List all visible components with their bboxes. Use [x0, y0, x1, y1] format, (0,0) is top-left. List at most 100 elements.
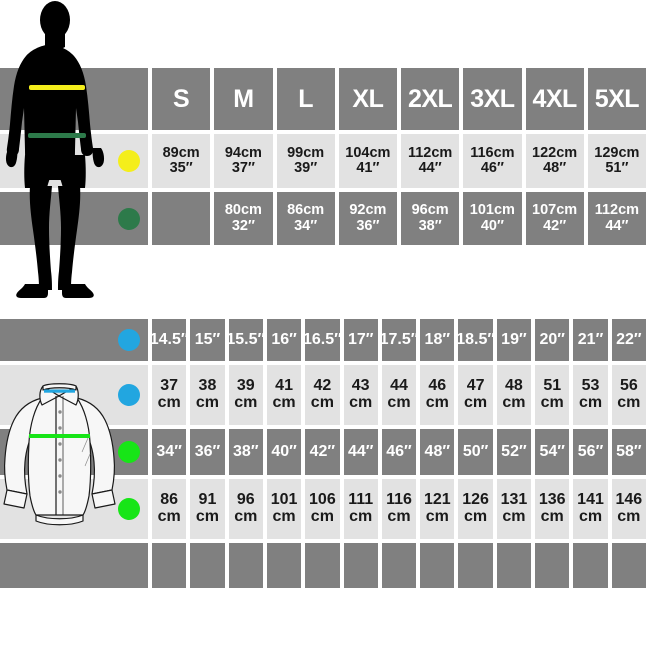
- body-size-header-4xl[interactable]: 4XL: [525, 68, 584, 130]
- shirt-cell-chest-cm-3: 101 cm: [266, 479, 302, 539]
- shirt-collar-header-4[interactable]: 16.5″: [303, 319, 342, 361]
- shirt-cell-chest-cm-6: 116 cm: [381, 479, 417, 539]
- shirt-cell-value: 56″: [577, 442, 604, 460]
- shirt-cell-unit: cm: [349, 394, 373, 411]
- shirt-cell-unit: cm: [234, 394, 258, 411]
- body-cell-chest-3: 104cm 41″: [338, 134, 397, 188]
- shirt-cell-chest-cm-12: 146 cm: [611, 479, 646, 539]
- shirt-cell-collar-cm-6: 44 cm: [381, 365, 417, 425]
- shirt-cell-unit: cm: [540, 508, 564, 525]
- green-dot: [118, 498, 140, 520]
- shirt-cell-value: 111: [348, 491, 374, 509]
- shirt-cell-value: 42″: [309, 442, 336, 460]
- shirt-cell-spacer-2: [228, 543, 263, 588]
- shirt-cell-unit: cm: [578, 394, 603, 411]
- shirt-cell-value: 56: [619, 377, 638, 395]
- illustration-band-3: [0, 479, 110, 539]
- body-cell-inch: 48″: [543, 160, 567, 176]
- shirt-collar-header-label: 17.5″: [379, 330, 419, 348]
- body-cell-inch: 35″: [169, 160, 193, 176]
- shirt-row-marker-collar-cm: [110, 365, 148, 425]
- shirt-cell-spacer-7: [420, 543, 455, 588]
- body-cell-cm: 129cm: [594, 144, 640, 161]
- shirt-cell-value: 36″: [194, 442, 221, 460]
- shirt-collar-header-6[interactable]: 17.5″: [379, 319, 419, 361]
- shirt-cell-collar-cm-12: 56 cm: [611, 365, 646, 425]
- shirt-cell-value: 121: [423, 491, 451, 509]
- shirt-cell-value: 40″: [271, 442, 297, 460]
- body-size-header-m[interactable]: M: [214, 68, 273, 130]
- shirt-collar-header-0[interactable]: 14.5″: [150, 319, 189, 361]
- shirt-cell-chest-inch-11: 56″: [573, 429, 608, 475]
- shirt-cell-value: 136: [538, 491, 566, 509]
- shirt-cell-chest-inch-3: 40″: [266, 429, 302, 475]
- shirt-collar-header-3[interactable]: 16″: [266, 319, 302, 361]
- shirt-collar-header-label: 15.5″: [226, 330, 266, 348]
- shirt-cell-unit: cm: [234, 508, 258, 525]
- body-cell-waist-5: 101cm 40″: [463, 192, 522, 245]
- shirt-cell-value: 101: [270, 491, 298, 509]
- shirt-collar-header-8[interactable]: 18.5″: [456, 319, 496, 361]
- shirt-cell-value: 42: [313, 377, 332, 395]
- shirt-collar-header-9[interactable]: 19″: [496, 319, 532, 361]
- body-cell-cm: 80cm: [224, 202, 262, 219]
- shirt-collar-header-2[interactable]: 15.5″: [226, 319, 266, 361]
- shirt-row-marker-chest-cm: [110, 479, 148, 539]
- body-cell-chest-4: 112cm 44″: [401, 134, 460, 188]
- shirt-cell-chest-inch-8: 50″: [458, 429, 493, 475]
- body-size-header-l[interactable]: L: [276, 68, 335, 130]
- shirt-cell-value: 126: [462, 491, 489, 509]
- shirt-cell-chest-cm-5: 111 cm: [343, 479, 378, 539]
- shirt-cell-chest-inch-6: 46″: [381, 429, 417, 475]
- blue-dot: [118, 329, 140, 351]
- shirt-collar-header-label: 18.5″: [456, 330, 496, 348]
- shirt-cell-collar-cm-8: 47 cm: [458, 365, 493, 425]
- shirt-cell-chest-inch-4: 42″: [305, 429, 340, 475]
- body-size-header-3xl[interactable]: 3XL: [463, 68, 522, 130]
- shirt-cell-unit: cm: [387, 508, 411, 525]
- shirt-cell-unit: cm: [272, 394, 296, 411]
- shirt-cell-unit: cm: [464, 394, 488, 411]
- shirt-cell-value: 91: [198, 491, 217, 509]
- shirt-cell-unit: cm: [157, 394, 181, 411]
- shirt-collar-header-label: 21″: [577, 330, 604, 348]
- shirt-collar-header-5[interactable]: 17″: [343, 319, 378, 361]
- body-cell-inch: 34″: [294, 217, 318, 234]
- shirt-cell-value: 51: [543, 377, 562, 395]
- shirt-cell-value: 39: [236, 377, 255, 395]
- shirt-collar-header-10[interactable]: 20″: [535, 319, 570, 361]
- shirt-illustration-column: [0, 319, 110, 610]
- shirt-collar-header-12[interactable]: 22″: [611, 319, 646, 361]
- shirt-cell-chest-inch-9: 52″: [496, 429, 532, 475]
- body-size-header-s[interactable]: S: [152, 68, 211, 130]
- shirt-collar-header-11[interactable]: 21″: [573, 319, 608, 361]
- shirt-cell-unit: cm: [157, 508, 181, 525]
- shirt-measurement-chart: 14.5″ 15″ 15.5″ 16″ 16.5″ 17″ 17.5″ 18″ 18.5″ 19″…: [0, 319, 650, 610]
- illustration-band-0: [0, 68, 110, 130]
- body-size-header-2xl[interactable]: 2XL: [401, 68, 460, 130]
- shirt-cell-value: 44: [390, 377, 408, 395]
- shirt-cell-collar-cm-10: 51 cm: [535, 365, 570, 425]
- body-size-header-xl[interactable]: XL: [338, 68, 397, 130]
- body-header-marker-cell: [110, 68, 148, 130]
- body-size-header-label: 2XL: [407, 84, 453, 113]
- shirt-cell-collar-cm-1: 38 cm: [190, 365, 225, 425]
- illustration-band-2: [0, 429, 110, 475]
- shirt-collar-header-7[interactable]: 18″: [420, 319, 455, 361]
- body-size-header-label: 3XL: [470, 84, 515, 113]
- chart-titles: Body measurements size chart Shirt measu…: [0, 0, 1, 1]
- shirt-cell-unit: cm: [272, 508, 296, 525]
- shirt-collar-header-1[interactable]: 15″: [190, 319, 225, 361]
- illustration-band-2: [0, 192, 110, 245]
- shirt-cell-value: 48″: [424, 442, 451, 460]
- body-cell-cm: 107cm: [532, 202, 578, 219]
- shirt-cell-chest-inch-7: 48″: [420, 429, 455, 475]
- body-measurement-chart: S M L XL 2XL 3XL 4XL 5XL 89cm 35″ 94cm 37″ 99cm 39″ 10…: [0, 68, 650, 245]
- shirt-cell-collar-cm-9: 48 cm: [496, 365, 532, 425]
- body-chart-title: Body measurements size chart: [0, 0, 1, 1]
- shirt-collar-header-label: 19″: [501, 330, 527, 348]
- body-size-header-5xl[interactable]: 5XL: [587, 68, 646, 130]
- body-cell-cm: 116cm: [470, 144, 515, 161]
- shirt-cell-value: 34″: [156, 442, 182, 460]
